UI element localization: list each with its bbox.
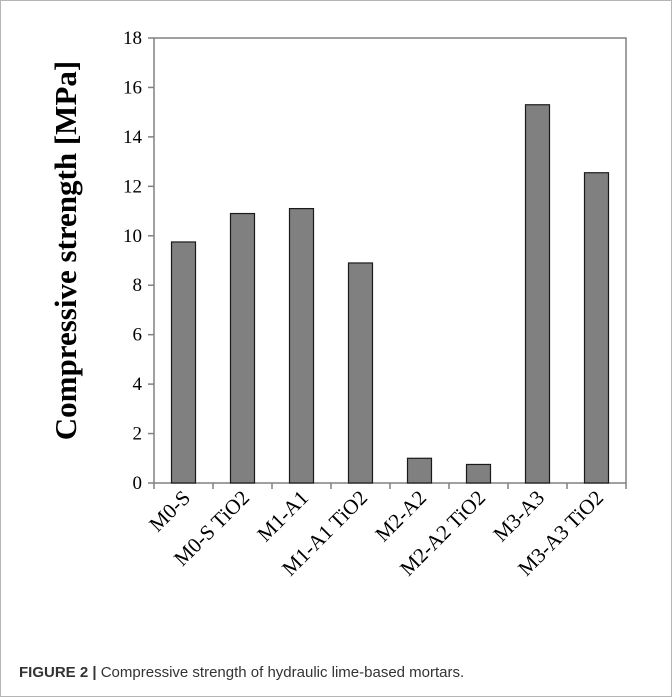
y-tick-label: 14	[123, 127, 143, 148]
plot-border	[153, 37, 627, 484]
y-tick-label: 16	[123, 77, 142, 98]
caption-text: Compressive strength of hydraulic lime-b…	[96, 664, 465, 681]
y-tick-label: 0	[133, 473, 143, 494]
bar	[583, 172, 610, 484]
bar	[524, 104, 551, 484]
bar	[347, 262, 374, 484]
y-tick-label: 4	[133, 374, 143, 395]
bar	[406, 457, 433, 484]
x-category-label: M0-S	[144, 486, 195, 537]
y-tick-label: 18	[123, 28, 142, 49]
y-tick-label: 10	[123, 226, 142, 247]
bar	[465, 463, 492, 484]
y-axis-title: Compressive strength [MPa]	[48, 61, 83, 440]
caption-label: FIGURE 2 |	[19, 664, 97, 681]
y-tick-label: 2	[133, 424, 143, 445]
bar	[170, 241, 197, 484]
y-tick-label: 6	[133, 325, 143, 346]
bar	[229, 212, 256, 484]
y-tick-label: 12	[123, 176, 142, 197]
figure-caption: FIGURE 2 | Compressive strength of hydra…	[19, 664, 659, 681]
bar	[288, 207, 315, 484]
y-tick-label: 8	[133, 275, 143, 296]
